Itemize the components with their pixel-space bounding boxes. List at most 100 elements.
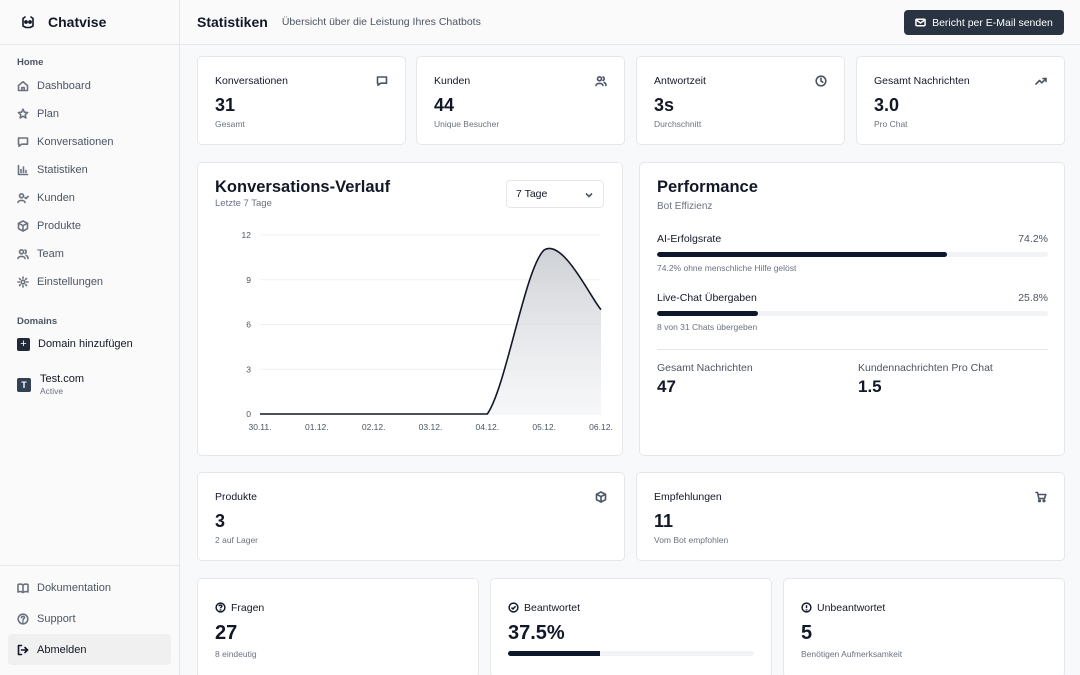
sidebar-item-label: Statistiken (37, 164, 88, 176)
performance-title: Performance (657, 178, 758, 196)
stat-label: Kundennachrichten Pro Chat (858, 362, 993, 374)
add-domain-button[interactable]: + Domain hinzufügen (0, 331, 179, 357)
send-report-button[interactable]: Bericht per E-Mail senden (904, 10, 1064, 35)
user-check-icon (17, 192, 29, 204)
questions-card: Fragen 27 8 eindeutig (197, 578, 479, 675)
kpi-card-gesamt-nachrichten: Gesamt Nachrichten 3.0 Pro Chat (856, 56, 1065, 145)
kpi-card-konversationen: Konversationen 31 Gesamt (197, 56, 406, 145)
metric-value: 25.8% (1018, 292, 1048, 304)
sidebar-item-dashboard[interactable]: Dashboard (0, 72, 179, 100)
clock-icon (815, 75, 827, 87)
domain-avatar: T (17, 377, 31, 392)
message-icon (376, 76, 388, 87)
mail-icon (915, 18, 926, 27)
progress-bar (508, 651, 754, 656)
kpi-label-row: Unbeantwortet (801, 602, 885, 614)
answered-card: Beantwortet 37.5% (490, 578, 772, 675)
kpi-value: 27 (215, 622, 238, 644)
x-tick-label: 02.12. (362, 422, 386, 432)
sidebar-item-label: Kunden (37, 192, 75, 204)
section-domains-label: Domains (17, 316, 58, 327)
range-select-value: 7 Tage (516, 188, 548, 200)
help-icon (215, 602, 226, 613)
kpi-value: 31 (215, 95, 236, 115)
progress-bar (657, 252, 1048, 257)
sidebar-item-konversationen[interactable]: Konversationen (0, 128, 179, 156)
kpi-label: Kunden (434, 75, 471, 87)
metric-value: 74.2% (1018, 233, 1048, 245)
book-icon (17, 582, 29, 593)
stat-value: 1.5 (858, 377, 882, 396)
recommendations-card: Empfehlungen 11 Vom Bot empfohlen (636, 472, 1065, 561)
kpi-label: Antwortzeit (654, 75, 706, 87)
section-home-label: Home (17, 57, 44, 68)
metric-note: 8 von 31 Chats übergeben (657, 322, 758, 332)
kpi-label: Empfehlungen (654, 491, 722, 503)
conversation-chart-card: 0 3 6 9 12 30.11. 01.12. 02.12. 03.12. 04.12. 05.1… (197, 162, 623, 456)
sidebar-item-abmelden[interactable]: Abmelden (8, 634, 171, 665)
kpi-label: Fragen (231, 602, 265, 614)
metric-ai-success: AI-Erfolgsrate 74.2% 74.2% ohne menschli… (657, 233, 1048, 273)
kpi-label-row: Fragen (215, 602, 264, 614)
kpi-value: 3.0 (874, 95, 900, 115)
kpi-sub: Vom Bot empfohlen (654, 535, 729, 545)
sidebar-item-statistiken[interactable]: Statistiken (0, 156, 179, 184)
metric-note: 74.2% ohne menschliche Hilfe gelöst (657, 263, 797, 273)
kpi-value: 11 (654, 511, 674, 531)
kpi-sub: Gesamt (215, 119, 245, 129)
products-card: Produkte 3 2 auf Lager (197, 472, 625, 561)
sidebar-item-support[interactable]: Support (0, 603, 179, 634)
kpi-label-row: Beantwortet (508, 602, 580, 614)
sidebar-item-dokumentation[interactable]: Dokumentation (0, 572, 179, 603)
kpi-sub: Benötigen Aufmerksamkeit (801, 649, 903, 659)
add-domain-label: Domain hinzufügen (38, 338, 133, 350)
send-report-label: Bericht per E-Mail senden (932, 16, 1053, 29)
series-line (260, 247, 602, 415)
kpi-label: Gesamt Nachrichten (874, 75, 970, 87)
kpi-card-antwortzeit: Antwortzeit 3s Durchschnitt (636, 56, 845, 145)
sidebar: Chatvise Home Dashboard Plan Konversatio… (0, 0, 180, 675)
sidebar-item-plan[interactable]: Plan (0, 100, 179, 128)
sidebar-item-label: Abmelden (37, 643, 87, 656)
package-icon (17, 220, 29, 232)
x-tick-label: 03.12. (419, 422, 443, 432)
kpi-label: Beantwortet (524, 602, 581, 614)
kpi-sub: 8 eindeutig (215, 649, 257, 659)
help-icon (17, 612, 29, 625)
x-tick-label: 30.11. (248, 422, 271, 432)
sidebar-item-team[interactable]: Team (0, 240, 179, 268)
package-icon (595, 491, 607, 503)
page-title: Statistiken (197, 14, 268, 30)
sidebar-item-kunden[interactable]: Kunden (0, 184, 179, 212)
y-tick-label: 12 (242, 230, 252, 240)
sidebar-item-label: Einstellungen (37, 276, 104, 288)
sidebar-item-einstellungen[interactable]: Einstellungen (0, 268, 179, 296)
kpi-sub: 2 auf Lager (215, 535, 259, 545)
logo[interactable]: Chatvise (0, 0, 179, 45)
stat-value: 47 (657, 377, 676, 396)
progress-bar (657, 311, 1048, 316)
divider (657, 349, 1048, 350)
range-select[interactable]: 7 Tage (506, 180, 604, 208)
trending-up-icon (1035, 77, 1047, 85)
kpi-value: 37.5% (508, 622, 565, 644)
kpi-label: Produkte (215, 491, 258, 503)
y-tick-label: 6 (246, 320, 251, 330)
domain-item[interactable]: T Test.com Active (0, 373, 179, 396)
sidebar-item-label: Konversationen (37, 136, 114, 148)
sidebar-bottom: Dokumentation Support Abmelden (0, 565, 179, 675)
metric-label: AI-Erfolgsrate (657, 233, 722, 245)
bar-chart-icon (17, 164, 29, 176)
performance-subtitle: Bot Effizienz (657, 201, 713, 212)
y-tick-label: 0 (246, 409, 251, 419)
message-icon (17, 137, 29, 148)
kpi-card-kunden: Kunden 44 Unique Besucher (416, 56, 625, 145)
domain-name: Test.com (40, 373, 85, 385)
kpi-value: 5 (801, 622, 813, 644)
sidebar-item-produkte[interactable]: Produkte (0, 212, 179, 240)
unanswered-card: Unbeantwortet 5 Benötigen Aufmerksamkeit (783, 578, 1065, 675)
logout-icon (17, 644, 29, 655)
users-icon (17, 248, 29, 260)
kpi-sub: Pro Chat (874, 119, 908, 129)
kpi-label: Unbeantwortet (817, 602, 886, 614)
